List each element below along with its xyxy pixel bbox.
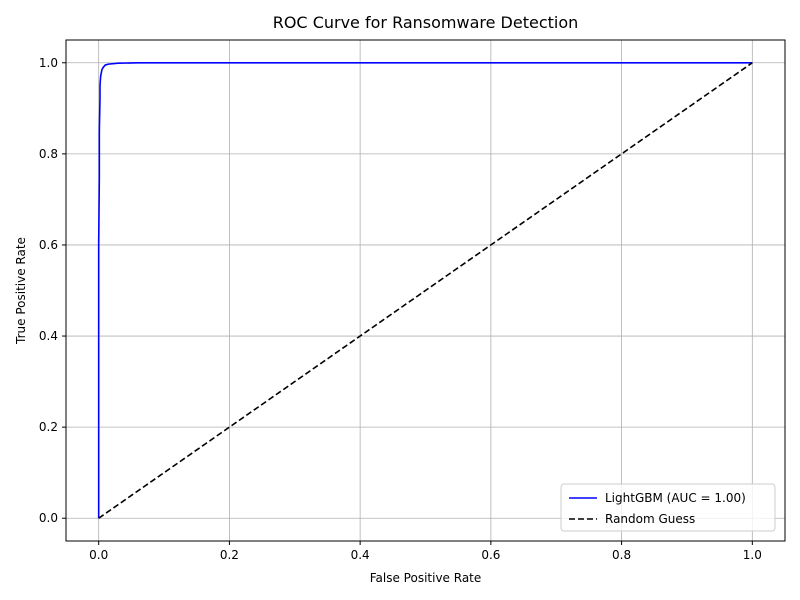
axis-ticks: 0.0 0.2 0.4 0.6 0.8 1.0 0.0 0.2 0.4 0.6 0.8 1.0 [39, 56, 762, 562]
y-tick-label: 0.6 [39, 238, 58, 252]
x-tick-label: 1.0 [743, 548, 762, 562]
y-tick-label: 0.2 [39, 420, 58, 434]
series-lines [97, 61, 753, 519]
y-tick-label: 0.8 [39, 147, 58, 161]
legend: LightGBM (AUC = 1.00) Random Guess [560, 483, 776, 532]
x-axis-label: False Positive Rate [370, 571, 482, 585]
y-tick-label: 0.0 [39, 511, 58, 525]
chart-title: ROC Curve for Ransomware Detection [273, 13, 579, 32]
plot-frame [65, 39, 786, 542]
legend-box [560, 483, 776, 532]
legend-entry-random-guess: Random Guess [605, 512, 695, 526]
x-tick-label: 0.6 [481, 548, 500, 562]
series-line-lightgbm [97, 61, 753, 519]
x-tick-label: 0.8 [612, 548, 631, 562]
x-tick-label: 0.4 [351, 548, 370, 562]
x-tick-label: 0.2 [220, 548, 239, 562]
x-tick-label: 0.0 [89, 548, 108, 562]
legend-entry-lightgbm: LightGBM (AUC = 1.00) [605, 491, 746, 505]
y-axis-label: True Positive Rate [14, 237, 28, 345]
y-tick-label: 0.4 [39, 329, 58, 343]
y-tick-label: 1.0 [39, 56, 58, 70]
series-line-random-guess [98, 62, 753, 519]
